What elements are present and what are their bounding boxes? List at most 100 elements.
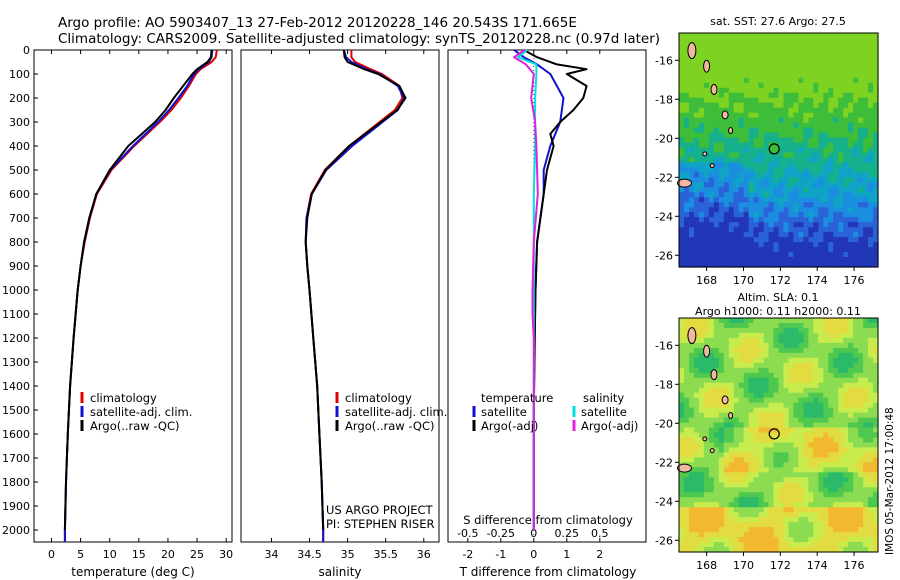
- map-cell: [793, 252, 799, 258]
- map-cell: [748, 447, 755, 453]
- map-cell: [848, 132, 854, 139]
- map-cell: [708, 337, 715, 344]
- map-cell: [793, 87, 799, 94]
- map-cell: [728, 92, 735, 99]
- map-cell: [803, 437, 809, 444]
- map-cell: [823, 72, 829, 79]
- map-cell: [818, 82, 824, 89]
- map-cell: [698, 517, 705, 523]
- map-cell: [698, 262, 705, 268]
- map-cell: [698, 172, 705, 178]
- map-cell: [818, 462, 824, 468]
- map-cell: [728, 212, 735, 218]
- s-difference-label: S difference from climatology: [463, 513, 633, 527]
- map-cell: [773, 517, 780, 523]
- map-cell: [863, 392, 869, 399]
- map-cell: [773, 122, 780, 129]
- map-cell: [773, 192, 780, 198]
- map-cell: [738, 342, 745, 349]
- map-cell: [858, 397, 864, 404]
- map-cell: [758, 427, 765, 434]
- map-cell: [873, 402, 879, 409]
- map-cell: [698, 117, 705, 124]
- map-cell: [773, 347, 780, 354]
- map-cell: [748, 367, 755, 374]
- map-cell: [703, 162, 710, 168]
- map-cell: [818, 152, 824, 159]
- map-cell: [848, 318, 854, 324]
- map-cell: [698, 187, 705, 193]
- map-cell: [778, 377, 785, 384]
- map-cell: [803, 33, 809, 39]
- map-cell: [778, 232, 785, 238]
- map-cell: [823, 437, 829, 444]
- map-cell: [843, 187, 849, 193]
- map-cell: [778, 217, 785, 223]
- map-cell: [858, 97, 864, 104]
- map-cell: [753, 457, 760, 463]
- map-cell: [679, 142, 685, 149]
- map-cell: [693, 82, 700, 89]
- map-cell: [798, 232, 804, 238]
- map-cell: [723, 167, 730, 173]
- map-cell: [728, 392, 735, 399]
- map-cell: [743, 407, 750, 414]
- map-cell: [788, 187, 795, 193]
- map-cell: [843, 392, 849, 399]
- y-tick-label: 900: [9, 260, 30, 273]
- map-cell: [873, 252, 879, 258]
- map-cell: [684, 357, 690, 364]
- island-shape: [702, 151, 708, 157]
- map-cell: [843, 117, 849, 124]
- map-cell: [818, 377, 824, 384]
- map-cell: [743, 542, 750, 548]
- map-cell: [803, 432, 809, 439]
- map-cell: [743, 202, 750, 208]
- map-cell: [808, 457, 814, 463]
- map-cell: [868, 87, 874, 94]
- map-cell: [689, 402, 695, 409]
- map-cell: [788, 62, 795, 69]
- map-cell: [773, 537, 780, 543]
- map-cell: [718, 537, 725, 543]
- map-cell: [818, 62, 824, 69]
- map-cell: [838, 162, 844, 168]
- map-cell: [873, 397, 879, 404]
- map-cell: [758, 72, 765, 79]
- map-cell: [823, 427, 829, 434]
- map-cell: [763, 77, 770, 84]
- map-cell: [798, 323, 804, 329]
- map-cell: [798, 262, 804, 268]
- map-cell: [763, 447, 770, 453]
- map-cell: [723, 132, 730, 139]
- map-cell: [728, 62, 735, 69]
- map-cell: [743, 412, 750, 419]
- map-cell: [868, 497, 874, 503]
- series-line-argo-raw-qc-: [63, 49, 213, 531]
- map-cell: [823, 337, 829, 344]
- map-cell: [708, 217, 715, 223]
- map-cell: [703, 467, 710, 473]
- map-cell: [833, 482, 839, 488]
- map-cell: [679, 492, 685, 498]
- map-cell: [733, 252, 740, 258]
- map-cell: [853, 502, 859, 508]
- map-cell: [813, 67, 819, 74]
- map-cell: [863, 172, 869, 178]
- map-cell: [684, 367, 690, 374]
- map-cell: [783, 422, 790, 429]
- map-cell: [803, 102, 809, 109]
- sla-map-title-2: Argo h1000: 0.11 h2000: 0.11: [695, 305, 861, 318]
- map-cell: [868, 442, 874, 449]
- map-cell: [713, 432, 720, 439]
- map-cell: [863, 422, 869, 429]
- island-shape: [687, 42, 697, 60]
- map-cell: [708, 477, 715, 483]
- map-cell: [693, 197, 700, 203]
- map-cell: [738, 392, 745, 399]
- lat-tick-label: -26: [655, 249, 673, 262]
- map-cell: [848, 547, 854, 553]
- map-cell: [773, 462, 780, 468]
- map-cell: [838, 242, 844, 248]
- map-cell: [763, 107, 770, 114]
